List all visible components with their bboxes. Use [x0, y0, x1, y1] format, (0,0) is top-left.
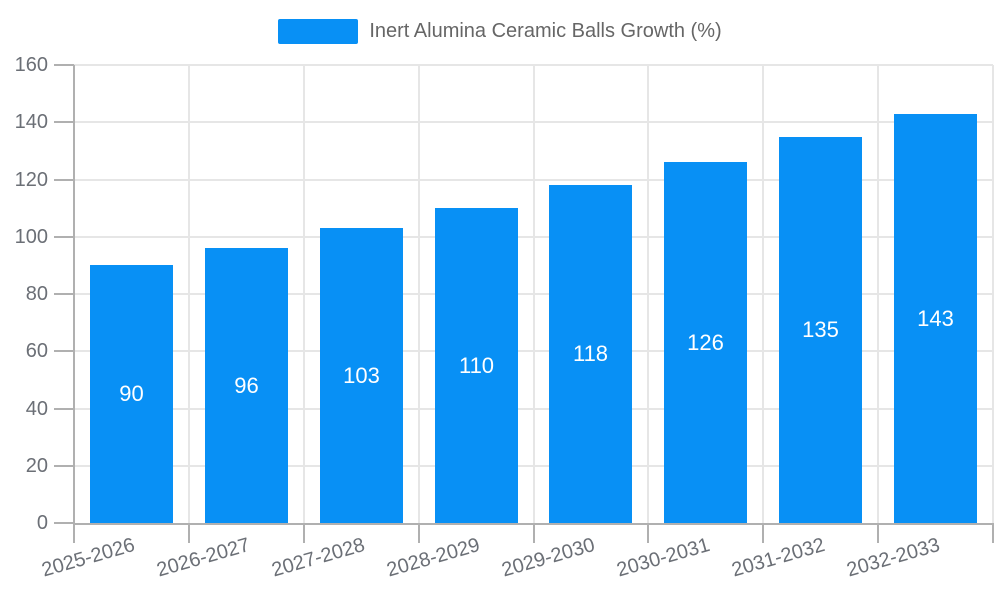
x-axis-tick	[533, 523, 535, 543]
x-axis-tick	[418, 523, 420, 543]
bar-value-label: 135	[802, 317, 839, 342]
x-gridline	[992, 65, 994, 523]
y-axis-tick	[54, 465, 74, 467]
x-axis-tick	[73, 523, 75, 543]
y-axis-tick	[54, 350, 74, 352]
y-axis-tick	[54, 293, 74, 295]
bar[interactable]: 110	[435, 208, 518, 523]
x-gridline	[418, 65, 420, 523]
legend-item[interactable]: Inert Alumina Ceramic Balls Growth (%)	[278, 19, 722, 44]
bar[interactable]: 103	[320, 228, 403, 523]
x-axis-tick	[762, 523, 764, 543]
y-axis-tick-label: 40	[25, 398, 48, 420]
y-axis-tick-label: 20	[25, 455, 48, 477]
legend: Inert Alumina Ceramic Balls Growth (%)	[0, 19, 1000, 44]
y-axis-tick	[54, 64, 74, 66]
y-axis-tick	[54, 179, 74, 181]
y-axis-tick-label: 0	[36, 512, 48, 534]
y-axis-tick-label: 160	[14, 54, 48, 76]
legend-label: Inert Alumina Ceramic Balls Growth (%)	[369, 20, 722, 42]
bar-value-label: 126	[687, 329, 724, 355]
y-axis-tick	[54, 522, 74, 524]
bar-value-label: 143	[917, 305, 954, 331]
x-axis-tick	[647, 523, 649, 543]
y-axis-tick-label: 100	[14, 226, 48, 248]
x-gridline	[647, 65, 649, 523]
x-axis-tick	[992, 523, 994, 543]
y-axis-tick	[54, 121, 74, 123]
y-axis-tick-label: 60	[25, 340, 48, 362]
x-axis-tick	[188, 523, 190, 543]
x-gridline	[762, 65, 764, 523]
x-gridline	[188, 65, 190, 523]
bar-value-label: 118	[572, 341, 609, 366]
y-axis-tick	[54, 236, 74, 238]
y-axis-tick-label: 120	[14, 169, 48, 191]
x-gridline	[533, 65, 535, 523]
legend-swatch-icon	[278, 19, 359, 44]
bar[interactable]: 96	[205, 248, 288, 523]
x-axis-tick	[303, 523, 305, 543]
bar-value-label: 103	[343, 362, 380, 388]
bar[interactable]: 135	[779, 137, 862, 523]
x-axis-line	[73, 523, 994, 525]
y-axis-tick	[54, 408, 74, 410]
bar-value-label: 90	[119, 381, 144, 406]
bar[interactable]: 126	[664, 162, 747, 523]
bar[interactable]: 143	[894, 114, 977, 523]
bar[interactable]: 90	[90, 265, 173, 523]
x-gridline	[877, 65, 879, 523]
x-gridline	[303, 65, 305, 523]
bar[interactable]: 118	[549, 185, 632, 523]
bar-value-label: 110	[458, 352, 495, 378]
y-axis-tick-label: 80	[25, 283, 48, 305]
y-axis-line	[73, 65, 75, 524]
bar-value-label: 96	[234, 372, 259, 398]
x-axis-tick	[877, 523, 879, 543]
y-axis-tick-label: 140	[14, 111, 48, 133]
